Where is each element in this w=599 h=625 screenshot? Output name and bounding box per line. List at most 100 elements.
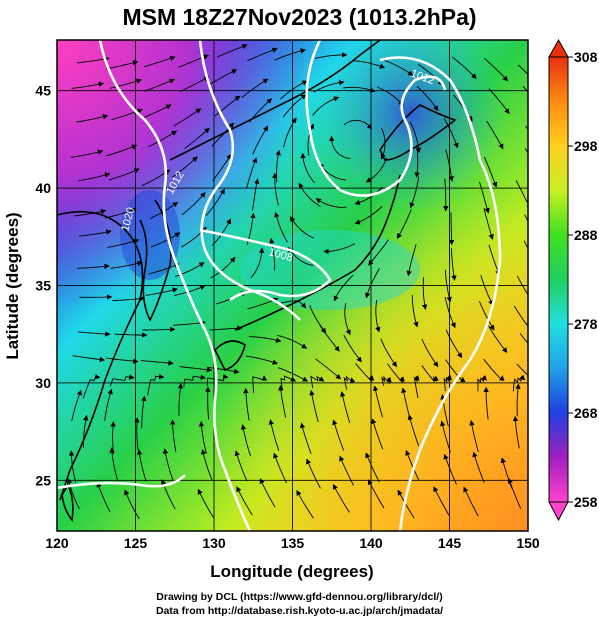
streamline bbox=[114, 332, 148, 338]
streamline bbox=[433, 486, 450, 516]
streamline bbox=[416, 85, 439, 112]
streamline bbox=[112, 295, 146, 302]
streamline bbox=[514, 305, 528, 334]
streamline bbox=[183, 374, 206, 388]
streamline bbox=[443, 374, 452, 391]
streamline bbox=[299, 422, 312, 454]
streamline bbox=[384, 59, 414, 76]
streamline bbox=[174, 285, 206, 296]
streamline bbox=[106, 144, 138, 157]
streamline bbox=[177, 382, 184, 416]
streamline bbox=[421, 277, 428, 310]
streamline bbox=[479, 181, 490, 214]
streamline bbox=[484, 58, 509, 82]
streamline bbox=[323, 243, 356, 255]
coastline-taiwan bbox=[61, 483, 74, 522]
streamline bbox=[507, 477, 522, 509]
streamline bbox=[421, 365, 439, 383]
streamline bbox=[145, 287, 178, 296]
streamline bbox=[343, 375, 356, 390]
streamline bbox=[445, 329, 463, 359]
y-axis-ticks: 25 30 35 40 45 bbox=[35, 83, 51, 489]
streamline bbox=[72, 355, 106, 363]
streamline bbox=[343, 334, 362, 363]
streamline bbox=[375, 299, 381, 333]
page-title: MSM 18Z27Nov2023 (1013.2hPa) bbox=[122, 4, 477, 30]
streamline bbox=[210, 256, 236, 279]
x-tick-label: 135 bbox=[281, 535, 305, 551]
streamline bbox=[421, 338, 439, 368]
contour-1012-east bbox=[379, 56, 502, 531]
streamline bbox=[483, 156, 498, 188]
streamline bbox=[136, 449, 147, 482]
streamline bbox=[483, 358, 505, 382]
streamline bbox=[269, 237, 276, 271]
streamline bbox=[71, 81, 105, 89]
streamline bbox=[315, 198, 347, 208]
streamline bbox=[328, 135, 351, 159]
streamline bbox=[387, 363, 405, 384]
streamline bbox=[380, 127, 386, 160]
streamline bbox=[109, 374, 135, 387]
streamline bbox=[512, 374, 526, 392]
streamline bbox=[268, 419, 280, 451]
streamline bbox=[110, 78, 142, 89]
streamline bbox=[109, 447, 118, 480]
contour-1020 bbox=[98, 40, 252, 531]
streamline bbox=[450, 248, 457, 281]
streamline bbox=[278, 367, 309, 382]
x-tick-label: 145 bbox=[438, 535, 462, 551]
streamline bbox=[313, 80, 345, 93]
wind-streamlines bbox=[66, 44, 528, 520]
streamline bbox=[107, 238, 140, 248]
streamline bbox=[246, 355, 279, 365]
y-tick-label: 45 bbox=[35, 83, 51, 99]
streamline bbox=[76, 56, 110, 64]
streamline bbox=[282, 94, 307, 118]
streamline bbox=[315, 358, 342, 380]
streamline bbox=[179, 366, 213, 373]
y-axis-label: Latitude (degrees) bbox=[3, 212, 22, 359]
streamline bbox=[519, 333, 528, 345]
streamline bbox=[298, 182, 321, 207]
streamline bbox=[353, 60, 386, 69]
streamline bbox=[483, 207, 494, 240]
map-plot-area: 1020 1012 1008 1012 bbox=[57, 40, 528, 531]
streamline bbox=[368, 239, 389, 266]
streamline bbox=[372, 385, 383, 418]
streamline bbox=[517, 64, 528, 75]
streamline bbox=[340, 391, 351, 424]
streamline bbox=[409, 121, 422, 154]
x-axis-label: Longitude (degrees) bbox=[210, 562, 373, 581]
streamline bbox=[444, 296, 456, 329]
streamline bbox=[76, 263, 110, 270]
streamline bbox=[110, 260, 143, 269]
streamline bbox=[148, 263, 180, 275]
streamline bbox=[172, 156, 198, 178]
streamline bbox=[478, 301, 495, 331]
streamline bbox=[469, 419, 479, 453]
x-tick-label: 125 bbox=[124, 535, 148, 551]
streamline bbox=[259, 478, 276, 508]
streamline bbox=[251, 178, 260, 211]
credit-data: Data from http://database.rish.kyoto-u.a… bbox=[155, 605, 444, 617]
streamline bbox=[333, 274, 354, 302]
streamline bbox=[483, 386, 489, 420]
streamline bbox=[212, 153, 232, 182]
streamline bbox=[524, 214, 528, 223]
streamline bbox=[277, 334, 308, 349]
streamline bbox=[480, 275, 494, 306]
streamline bbox=[181, 192, 206, 216]
streamline bbox=[280, 80, 308, 100]
credits: Drawing by DCL (https://www.gfd-dennou.o… bbox=[0, 590, 599, 618]
streamline bbox=[104, 388, 113, 421]
streamline bbox=[68, 450, 77, 483]
streamline bbox=[211, 218, 231, 246]
coastline-korea bbox=[139, 199, 172, 322]
streamline bbox=[142, 326, 176, 333]
streamline bbox=[208, 69, 238, 86]
streamline bbox=[276, 300, 307, 309]
streamline bbox=[77, 331, 111, 337]
streamline bbox=[173, 320, 206, 326]
streamline bbox=[290, 216, 314, 239]
